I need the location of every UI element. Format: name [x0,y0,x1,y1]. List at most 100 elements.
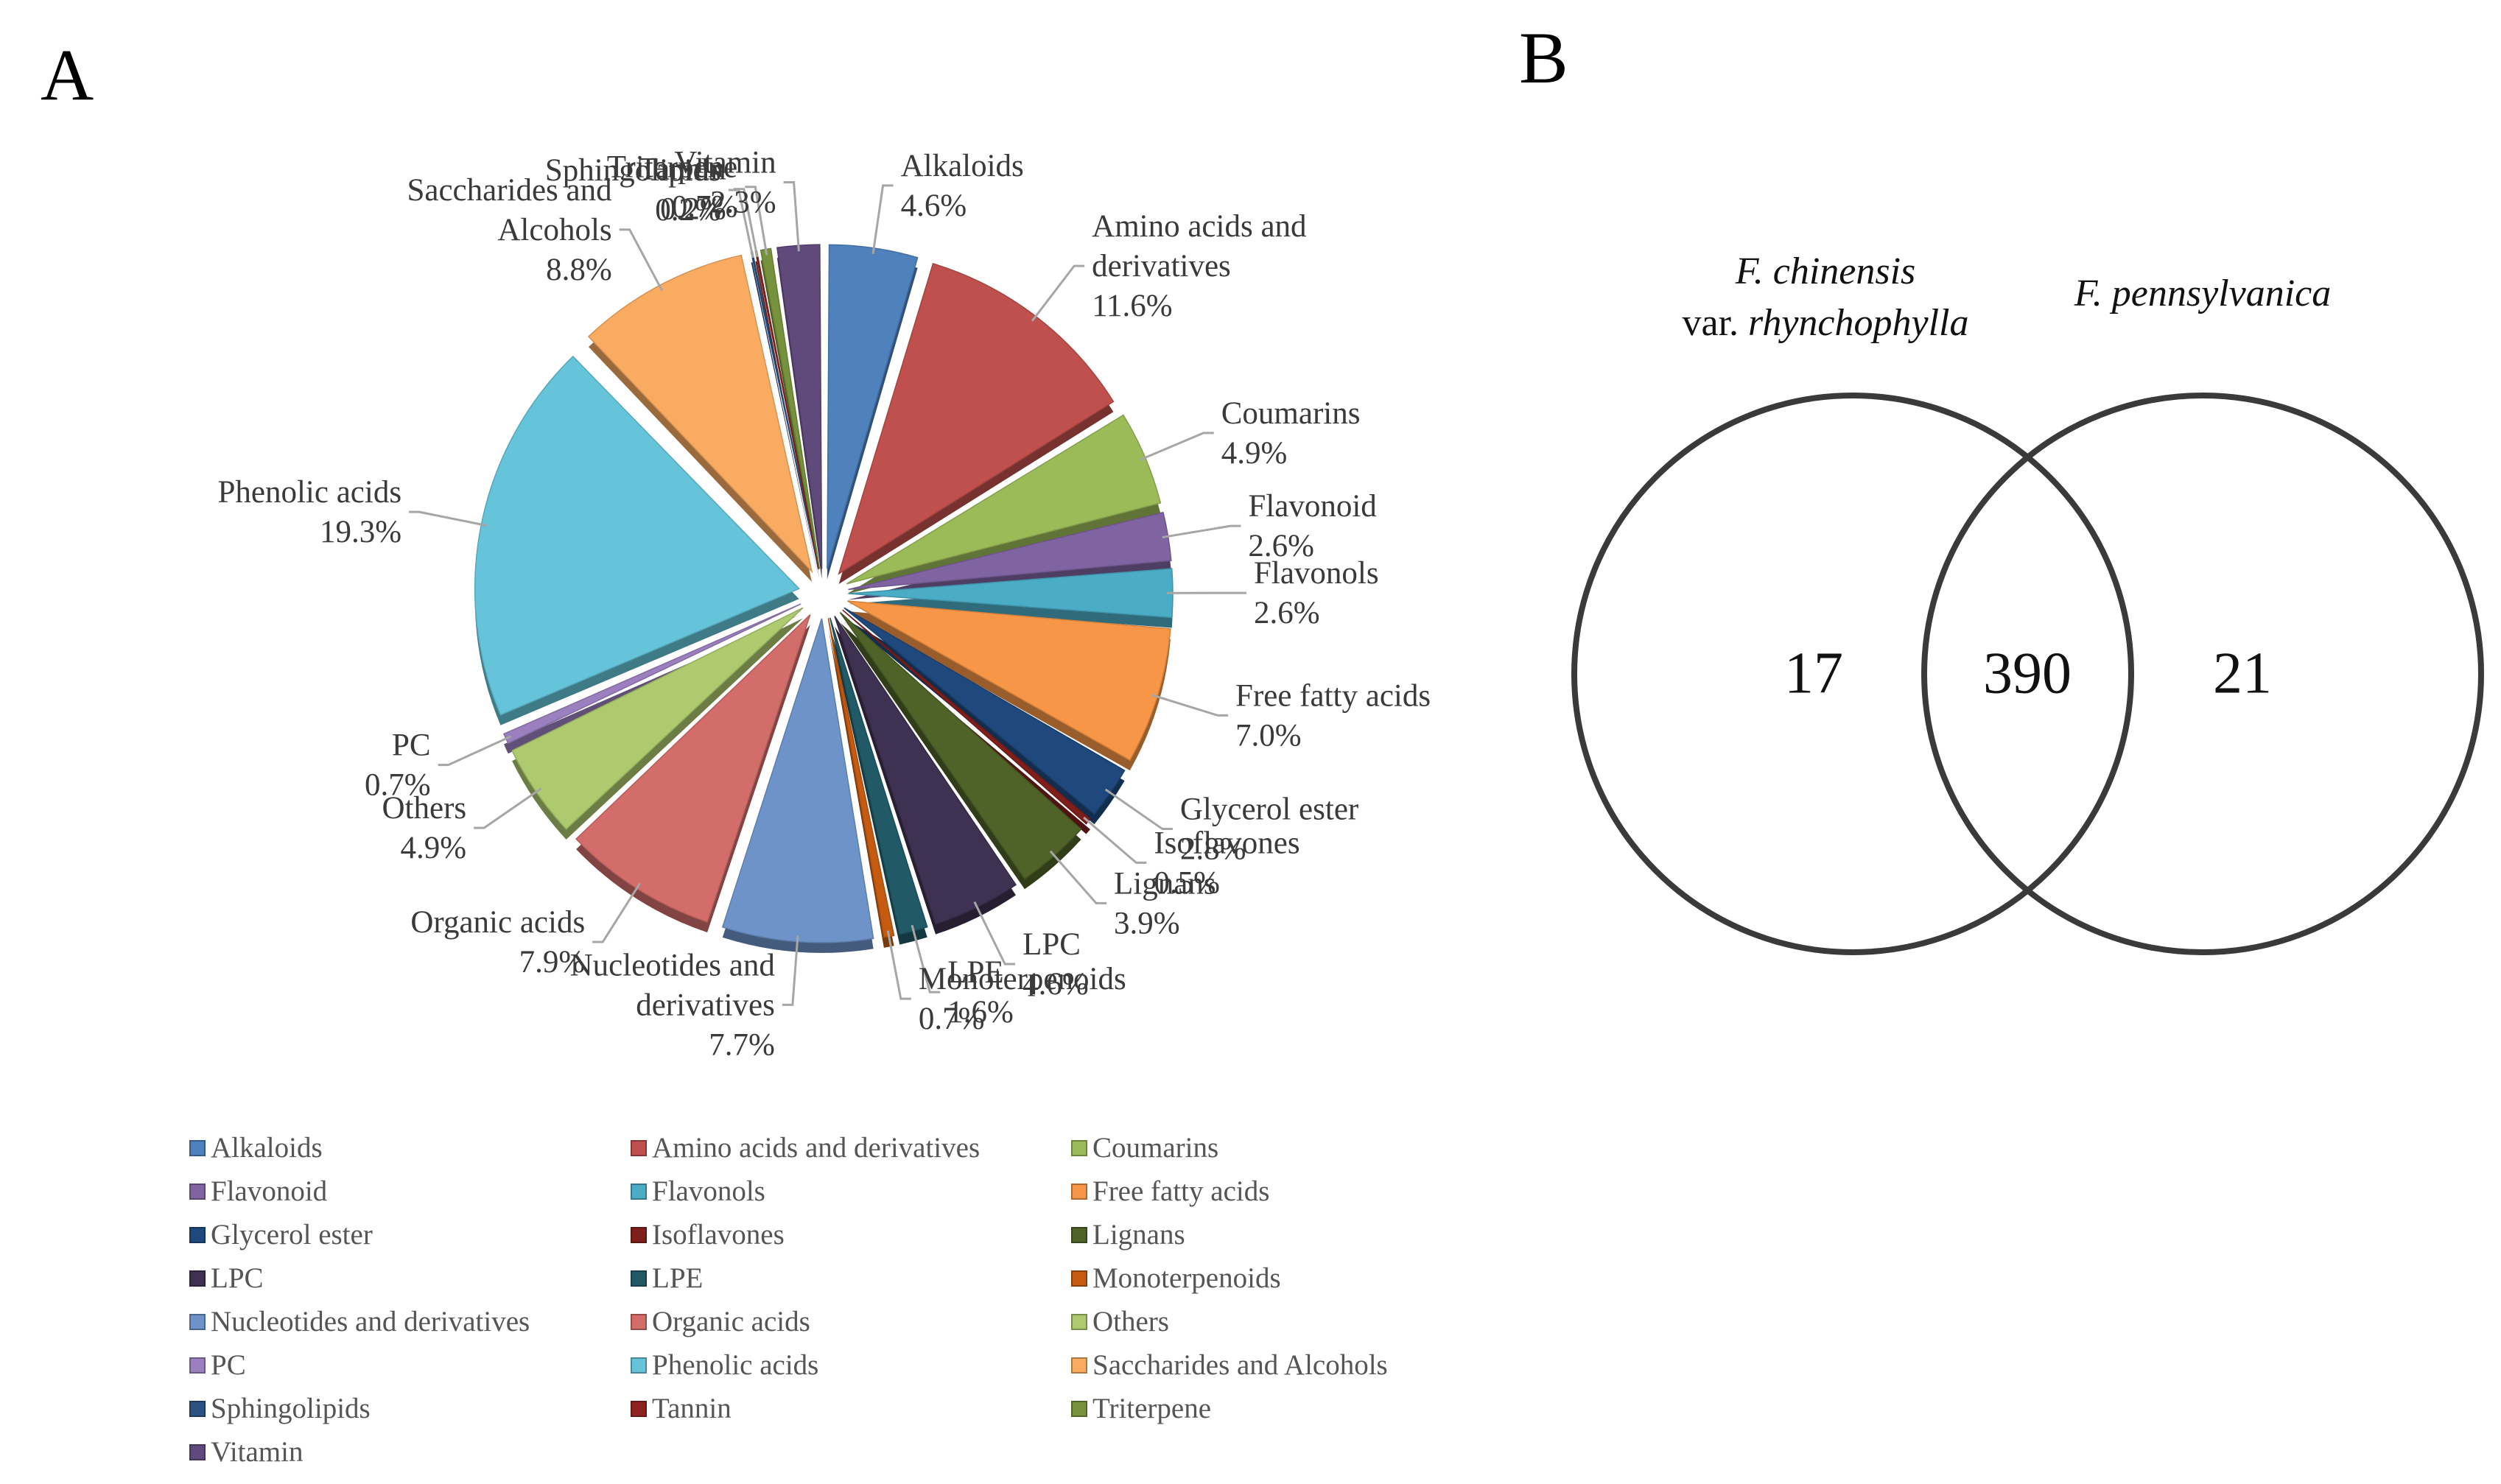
slice-percent-lpe: 1.6% [947,995,1014,1030]
slice-name-organic-acids: Organic acids [410,905,585,940]
slice-label-flavonols: Flavonols 2.6% [1254,556,1379,630]
slice-percent-flavonoid: 2.6% [1248,529,1314,563]
slice-label-flavonoid: Flavonoid 2.6% [1248,489,1376,563]
venn-circle-1 [1571,393,2134,955]
slice-percent-sphingolipids: 0.2% [655,193,721,228]
slice-label-alkaloids: Alkaloids 4.6% [901,149,1024,223]
leader-line-lpc [973,901,1016,966]
legend-label-others: Others [1092,1306,1169,1337]
pie-chart: Alkaloids 4.6% Amino acids and derivatives 1… [217,145,1431,1062]
legend-item-lpe: LPE [631,1262,703,1294]
venn-count-only-set-1: 17 [1784,641,1843,706]
leader-line-pc [438,735,512,767]
legend-label-lpe: LPE [652,1262,703,1294]
legend-item-lignans: Lignans [1071,1219,1185,1251]
leader-line-amino-acids-and-derivatives [1031,264,1085,322]
legend-item-coumarins: Coumarins [1071,1132,1218,1164]
slice-percent-alkaloids: 4.6% [901,189,967,223]
legend-item-alkaloids: Alkaloids [189,1132,323,1164]
legend-swatch-free-fatty-acids [1071,1184,1087,1200]
venn-set-name-1: F. chinensis var. rhynchophylla [1683,250,1969,344]
legend-swatch-nucleotides-and-derivatives [189,1314,206,1330]
legend-label-saccharides-and-alcohols: Saccharides and Alcohols [1092,1349,1388,1381]
slice-name-free-fatty-acids: Free fatty acids [1235,678,1431,713]
legend-label-triterpene: Triterpene [1092,1393,1211,1424]
leader-line-coumarins [1139,432,1214,461]
slice-name-lignans: Lignans [1114,866,1216,901]
legend-item-flavonoid: Flavonoid [189,1175,328,1207]
slice-name-saccharides-and-alcohols: Alcohols [497,213,611,247]
pie-slice-depth-sphingolipids [751,261,819,580]
legend-label-amino-acids-and-derivatives: Amino acids and derivatives [652,1132,980,1164]
legend-item-organic-acids: Organic acids [631,1306,810,1337]
legend-item-saccharides-and-alcohols: Saccharides and Alcohols [1071,1349,1388,1381]
slice-percent-lignans: 3.9% [1114,906,1180,940]
legend-item-others: Others [1071,1306,1169,1337]
slice-percent-isoflavones: 0.5% [1154,865,1220,900]
venn-set-name-line: F. pennsylvanica [2074,272,2332,314]
legend-swatch-sphingolipids [189,1401,206,1417]
legend-swatch-flavonoid [189,1184,206,1200]
legend-label-organic-acids: Organic acids [652,1306,810,1337]
pie-legend: Alkaloids Amino acids and derivatives Coum… [189,1132,1388,1468]
venn-set-name-line: var. rhynchophylla [1683,302,1969,344]
slice-label-organic-acids: Organic acids 7.9% [410,905,585,980]
legend-label-pc: PC [211,1349,246,1381]
slice-name-phenolic-acids: Phenolic acids [217,475,401,510]
leader-line-lignans [1049,850,1107,904]
legend-item-sphingolipids: Sphingolipids [189,1393,371,1424]
legend-item-pc: PC [189,1349,246,1381]
legend-label-monoterpenoids: Monoterpenoids [1092,1262,1281,1294]
legend-item-isoflavones: Isoflavones [631,1219,785,1251]
legend-swatch-phenolic-acids [631,1357,647,1374]
legend-label-flavonoid: Flavonoid [211,1175,328,1207]
legend-label-alkaloids: Alkaloids [211,1132,323,1164]
venn-count-shared: 390 [1983,641,2072,706]
legend-item-lpc: LPC [189,1262,264,1294]
venn-set-name-2: F. pennsylvanica [2074,272,2332,314]
slice-label-phenolic-acids: Phenolic acids 19.3% [217,475,401,549]
panel-b-letter: B [1519,17,1568,99]
slice-label-monoterpenoids: Monoterpenoids 0.7% [919,962,1126,1036]
slice-label-glycerol-ester: Glycerol ester 2.8% [1180,792,1358,867]
legend-item-monoterpenoids: Monoterpenoids [1071,1262,1281,1294]
legend-swatch-others [1071,1314,1087,1330]
slice-name-coumarins: Coumarins [1221,396,1361,431]
leader-line-free-fatty-acids [1151,694,1229,717]
legend-label-vitamin: Vitamin [211,1436,303,1468]
slice-percent-glycerol-ester: 2.8% [1180,832,1246,867]
slice-label-coumarins: Coumarins 4.9% [1221,396,1361,471]
leader-line-flavonoid [1162,524,1241,539]
leader-line-saccharides-and-alcohols [619,228,664,292]
slice-percent-saccharides-and-alcohols: 8.8% [546,253,612,287]
slice-name-flavonoid: Flavonoid [1248,489,1376,524]
leader-line-triterpene [745,186,768,256]
leader-line-monoterpenoids [886,930,911,1000]
venn-set-name-line: F. chinensis [1735,250,1916,292]
legend-swatch-amino-acids-and-derivatives [631,1140,647,1156]
legend-label-lpc: LPC [211,1262,264,1294]
leader-line-lpe [911,924,941,994]
panel-a-letter: A [41,34,94,116]
legend-swatch-lpc [189,1270,206,1287]
slice-name-alkaloids: Alkaloids [901,149,1024,183]
legend-item-glycerol-ester: Glycerol ester [189,1219,373,1251]
legend-label-flavonols: Flavonols [652,1175,765,1207]
legend-label-sphingolipids: Sphingolipids [211,1393,371,1424]
leader-line-alkaloids [871,184,894,255]
legend-swatch-monoterpenoids [1071,1270,1087,1287]
slice-percent-nucleotides-and-derivatives: 7.7% [709,1027,775,1062]
slice-name-lpe: LPE [947,955,1003,990]
legend-item-flavonols: Flavonols [631,1175,765,1207]
leader-line-organic-acids [592,882,641,943]
slice-percent-monoterpenoids: 0.7% [919,1002,985,1036]
legend-item-free-fatty-acids: Free fatty acids [1071,1175,1269,1207]
leader-line-isoflavones [1083,816,1147,864]
slice-percent-amino-acids-and-derivatives: 11.6% [1092,289,1172,323]
slice-label-nucleotides-and-derivatives: Nucleotides and derivatives 7.7% [570,948,775,1062]
slice-name-saccharides-and-alcohols: Saccharides and [407,173,611,208]
slice-percent-triterpene: 0.7% [672,190,738,225]
legend-swatch-coumarins [1071,1140,1087,1156]
leader-line-nucleotides-and-derivatives [782,935,799,1006]
